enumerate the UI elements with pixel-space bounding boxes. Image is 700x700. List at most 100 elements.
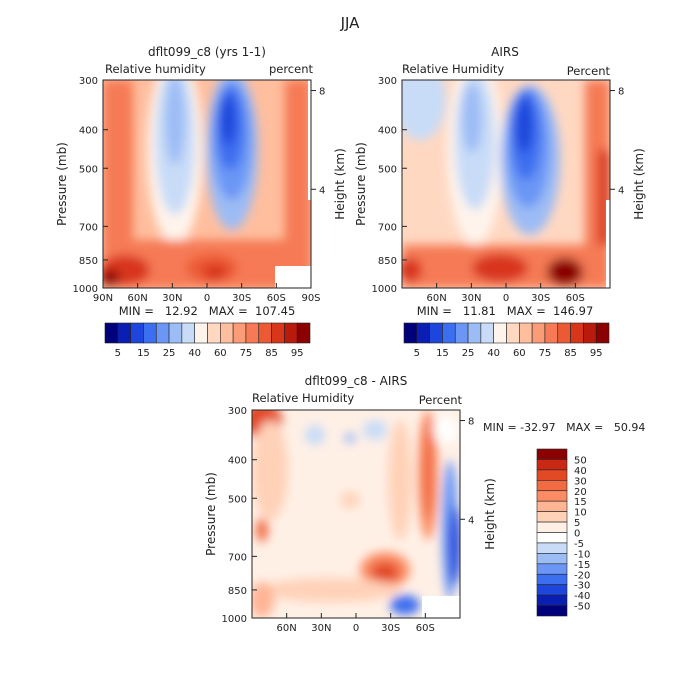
pressure-tick-label: 700: [79, 222, 98, 233]
latitude-tick-label: 30N: [461, 293, 481, 304]
colorbar-label: 15: [436, 348, 449, 359]
colorbar-label: -30: [574, 581, 590, 592]
pressure-tick-label: 300: [378, 76, 397, 87]
pressure-tick-label: 850: [378, 256, 397, 267]
heatmap-field: [252, 410, 460, 618]
colorbar-swatch: [104, 322, 119, 344]
height-tick-label: 8: [319, 87, 325, 98]
colorbar-swatch: [284, 322, 298, 344]
colorbar-label: 0: [574, 529, 580, 540]
latitude-tick-label: 90S: [301, 293, 320, 304]
colorbar-label: 30: [574, 476, 587, 487]
colorbar-swatch: [536, 573, 568, 585]
colorbar-label: 75: [539, 348, 552, 359]
field-label: Relative humidity: [105, 62, 206, 76]
colorbar-swatch: [536, 553, 568, 565]
colorbar-swatch: [536, 584, 568, 596]
y-axis-label: Pressure (mb): [55, 142, 69, 226]
colorbar-label: 40: [188, 348, 201, 359]
colorbar-swatch: [506, 322, 520, 344]
panel-obs: AIRS Relative Humidity Percent: [354, 45, 646, 359]
colorbar-swatch: [493, 322, 507, 344]
colorbar-label: -40: [574, 591, 590, 602]
colorbar-swatch: [155, 322, 170, 344]
colorbar-swatch: [536, 532, 568, 544]
colorbar-label: 40: [574, 466, 587, 477]
colorbar-swatch: [536, 459, 568, 471]
panel-title: dflt099_c8 - AIRS: [305, 374, 408, 388]
colorbar-label: 85: [564, 348, 577, 359]
latitude-tick-label: 60N: [128, 293, 148, 304]
colorbar-swatch: [117, 322, 131, 344]
latitude-tick-label: 30S: [381, 623, 400, 634]
height-axis: 84: [610, 87, 624, 196]
colorbar-swatch: [296, 322, 311, 344]
pressure-tick-label: 500: [228, 494, 247, 505]
colorbar-swatch: [595, 322, 610, 344]
pressure-tick-label: 400: [79, 126, 98, 137]
latitude-tick-label: 30S: [531, 293, 550, 304]
colorbar-swatch: [454, 322, 469, 344]
height-tick-label: 4: [618, 185, 624, 196]
latitude-tick-label: 60S: [566, 293, 585, 304]
pressure-axis: 300 400 500 700 850 1000: [222, 406, 257, 625]
y2-axis-label: Height (km): [333, 148, 347, 219]
height-tick-label: 4: [319, 185, 325, 196]
colorbar-swatch: [480, 322, 494, 344]
colorbar-label: -5: [574, 539, 584, 550]
colorbar-swatch: [536, 605, 568, 617]
latitude-tick-label: 30N: [311, 623, 331, 634]
pressure-tick-label: 850: [228, 586, 247, 597]
colorbar-label: 75: [240, 348, 253, 359]
colorbar-swatch: [245, 322, 260, 344]
y-axis-label: Pressure (mb): [204, 472, 218, 556]
field-label: Relative Humidity: [252, 391, 354, 405]
colorbar-label: -50: [574, 602, 590, 613]
pressure-tick-label: 700: [228, 552, 247, 563]
colorbar-swatch: [181, 322, 195, 344]
colorbar-swatch: [258, 322, 272, 344]
colorbar-label: -15: [574, 560, 590, 571]
pressure-tick-label: 400: [378, 126, 397, 137]
y2-axis-label: Height (km): [483, 478, 497, 549]
min-max-label: MIN = -32.97 MAX = 50.94: [483, 421, 645, 434]
latitude-tick-label: 60N: [277, 623, 297, 634]
colorbar-swatch: [536, 490, 568, 502]
pressure-tick-label: 700: [378, 222, 397, 233]
latitude-tick-label: 90N: [93, 293, 113, 304]
colorbar-swatch: [531, 322, 546, 344]
colorbar-swatch: [536, 480, 568, 492]
colorbar-swatch: [403, 322, 418, 344]
latitude-tick-label: 0: [204, 293, 210, 304]
height-axis: 84: [460, 417, 474, 526]
colorbar-swatch: [536, 521, 568, 533]
latitude-axis: 60N 30N 0 30S 60S: [277, 613, 435, 634]
colorbar-swatch: [429, 322, 443, 344]
colorbar-swatch: [143, 322, 157, 344]
figure-title: JJA: [340, 14, 361, 32]
colorbar-label: -10: [574, 549, 590, 560]
colorbar-label: 95: [590, 348, 603, 359]
pressure-tick-label: 1000: [73, 284, 98, 295]
pressure-tick-label: 1000: [372, 284, 397, 295]
latitude-tick-label: 0: [503, 293, 509, 304]
colorbar-swatch: [442, 322, 456, 344]
units-label: Percent: [419, 393, 463, 407]
colorbar-label: 20: [574, 487, 587, 498]
colorbar-swatch: [220, 322, 234, 344]
colorbar-label: 50: [574, 455, 587, 466]
colorbar-swatch: [232, 322, 247, 344]
y2-axis-label: Height (km): [632, 148, 646, 219]
colorbar-label: 95: [291, 348, 304, 359]
colorbar-swatch: [467, 322, 482, 344]
colorbar-swatch: [570, 322, 584, 344]
min-max-label: MIN = 12.92 MAX = 107.45: [119, 304, 296, 318]
colorbar-label: 15: [137, 348, 150, 359]
field-label: Relative Humidity: [402, 62, 504, 76]
y-axis-label: Pressure (mb): [354, 142, 368, 226]
colorbar-swatch: [207, 322, 221, 344]
colorbar-label: 25: [163, 348, 176, 359]
colorbar-label: 85: [265, 348, 278, 359]
pressure-axis: 300 400 500 700 850 1000: [73, 76, 108, 295]
